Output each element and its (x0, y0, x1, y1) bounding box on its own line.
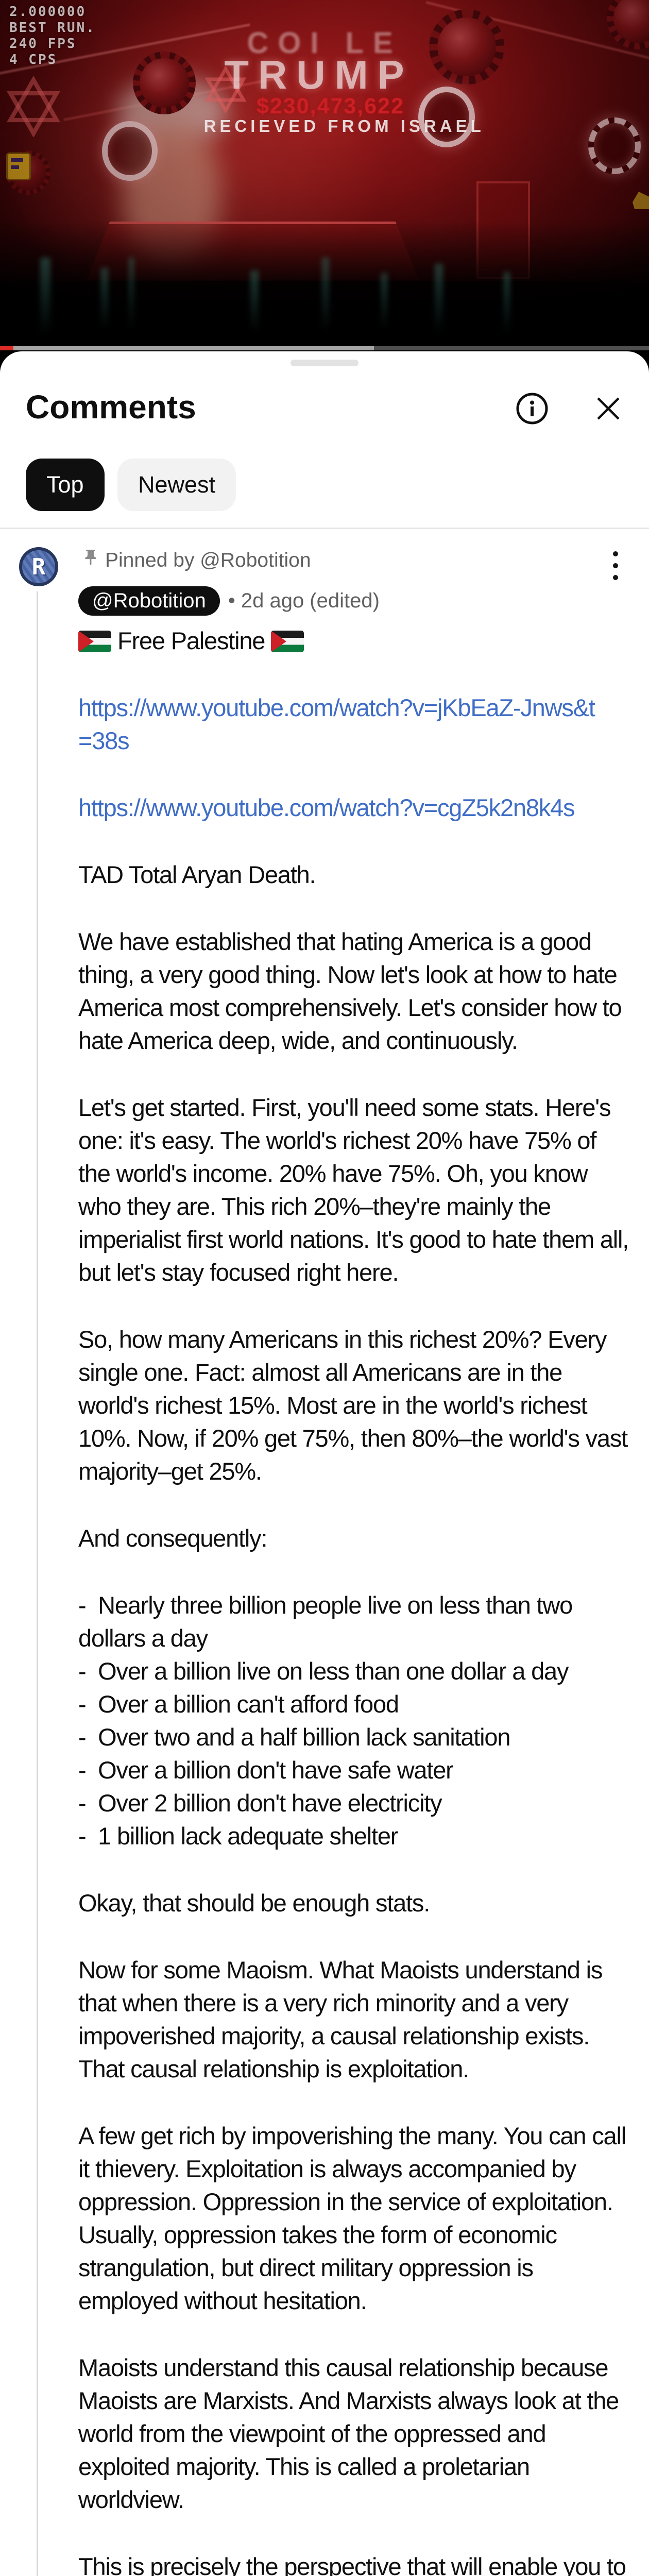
comment-paragraph: We have established that hating America … (78, 928, 628, 1054)
video-progress-bar[interactable] (0, 346, 649, 350)
info-button[interactable] (516, 392, 549, 425)
comment-paragraph: Okay, that should be enough stats. (78, 1889, 430, 1917)
comment-paragraph: So, how many Americans in this richest 2… (78, 1326, 634, 1485)
video-streak (101, 268, 108, 330)
progress-buffered (0, 346, 374, 350)
hud-stat-line: 4 CPS (9, 52, 58, 67)
comment-paragraph: TAD Total Aryan Death. (78, 861, 316, 888)
comment-link-1[interactable]: https://www.youtube.com/watch?v=jKbEaZ-J… (78, 694, 595, 754)
sort-chip-newest[interactable]: Newest (117, 459, 236, 511)
video-title-text: TRUMP (224, 52, 414, 97)
flag-line-text: Free Palestine (117, 627, 265, 654)
video-streak (381, 273, 387, 330)
comment-paragraph: Let's get started. First, you'll need so… (78, 1094, 635, 1286)
comment-timestamp: • 2d ago (edited) (228, 589, 380, 612)
video-streak (250, 270, 259, 332)
comment-paragraph: This is precisely the perspective that w… (78, 2553, 626, 2576)
header-divider (0, 528, 649, 529)
hud-stat-line: 2.000000 (9, 4, 87, 20)
comment-line-free-palestine: Free Palestine (78, 624, 634, 657)
video-streak (435, 264, 443, 333)
comment-menu-button[interactable] (612, 549, 619, 582)
video-streak (40, 258, 50, 335)
avatar[interactable]: R (19, 547, 58, 586)
pinned-by-label: Pinned by @Robotition (105, 549, 311, 571)
sort-chip-top[interactable]: Top (26, 459, 105, 511)
game-hud-stats: 2.000000 BEST RUN. 240 FPS 4 CPS (9, 4, 96, 68)
author-badge[interactable]: @Robotition (78, 586, 220, 616)
comment-paragraph: And consequently: (78, 1524, 268, 1552)
comments-sheet: Comments Top Newest R Pinned by @Robotit… (0, 351, 649, 2576)
comment-thread-line (37, 591, 38, 2576)
video-streak (129, 258, 134, 330)
comment-paragraph: Maoists understand this causal relations… (78, 2354, 625, 2513)
stats-list-item: - Over 2 billion don't have electricity (78, 1789, 442, 1817)
video-banner-partial-text: COI LE (247, 26, 402, 60)
stats-list: - Nearly three billion people live on le… (78, 1589, 634, 1853)
stats-list-item: - Nearly three billion people live on le… (78, 1591, 578, 1652)
hud-stat-line: 240 FPS (9, 36, 77, 52)
sheet-drag-handle[interactable] (291, 360, 358, 366)
stats-list-item: - Over two and a half billion lack sanit… (78, 1723, 510, 1751)
stats-list-item: - Over a billion can't afford food (78, 1690, 399, 1718)
progress-played (0, 346, 13, 350)
comments-title: Comments (26, 388, 196, 426)
comment-body: Free Palestine https://www.youtube.com/w… (78, 624, 634, 2576)
info-icon (516, 393, 548, 425)
stats-list-item: - Over a billion don't have safe water (78, 1756, 454, 1784)
comment-link-2[interactable]: https://www.youtube.com/watch?v=cgZ5k2n8… (78, 794, 575, 821)
comment-paragraph: A few get rich by impoverishing the many… (78, 2122, 632, 2314)
video-amount-text: $230,473,622 (256, 94, 405, 118)
palestine-flag-icon (271, 631, 304, 652)
comment-author-row: @Robotition • 2d ago (edited) (78, 586, 380, 616)
comment-paragraph: Now for some Maoism. What Maoists unders… (78, 1956, 609, 2082)
palestine-flag-icon (78, 631, 111, 652)
video-caption-text: RECIEVED FROM ISRAEL (203, 116, 485, 135)
close-button[interactable] (595, 396, 621, 421)
close-icon (597, 397, 620, 420)
stats-list-item: - 1 billion lack adequate shelter (78, 1822, 398, 1850)
hud-stat-line: BEST RUN. (9, 20, 96, 36)
video-streak (322, 258, 329, 332)
video-player[interactable]: 2.000000 BEST RUN. 240 FPS 4 CPS COI LE TRU… (0, 0, 649, 346)
stats-list-item: - Over a billion live on less than one d… (78, 1657, 569, 1685)
video-streak (504, 272, 510, 334)
pin-icon (85, 550, 96, 565)
